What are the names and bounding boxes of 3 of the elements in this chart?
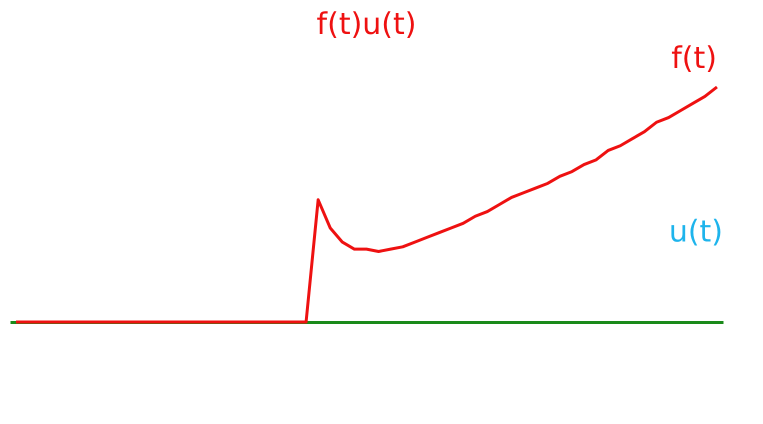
series-label: f(t) [671,41,717,76]
annotation: u(t) [668,214,723,250]
chart-title: f(t)u(t) [316,7,416,42]
